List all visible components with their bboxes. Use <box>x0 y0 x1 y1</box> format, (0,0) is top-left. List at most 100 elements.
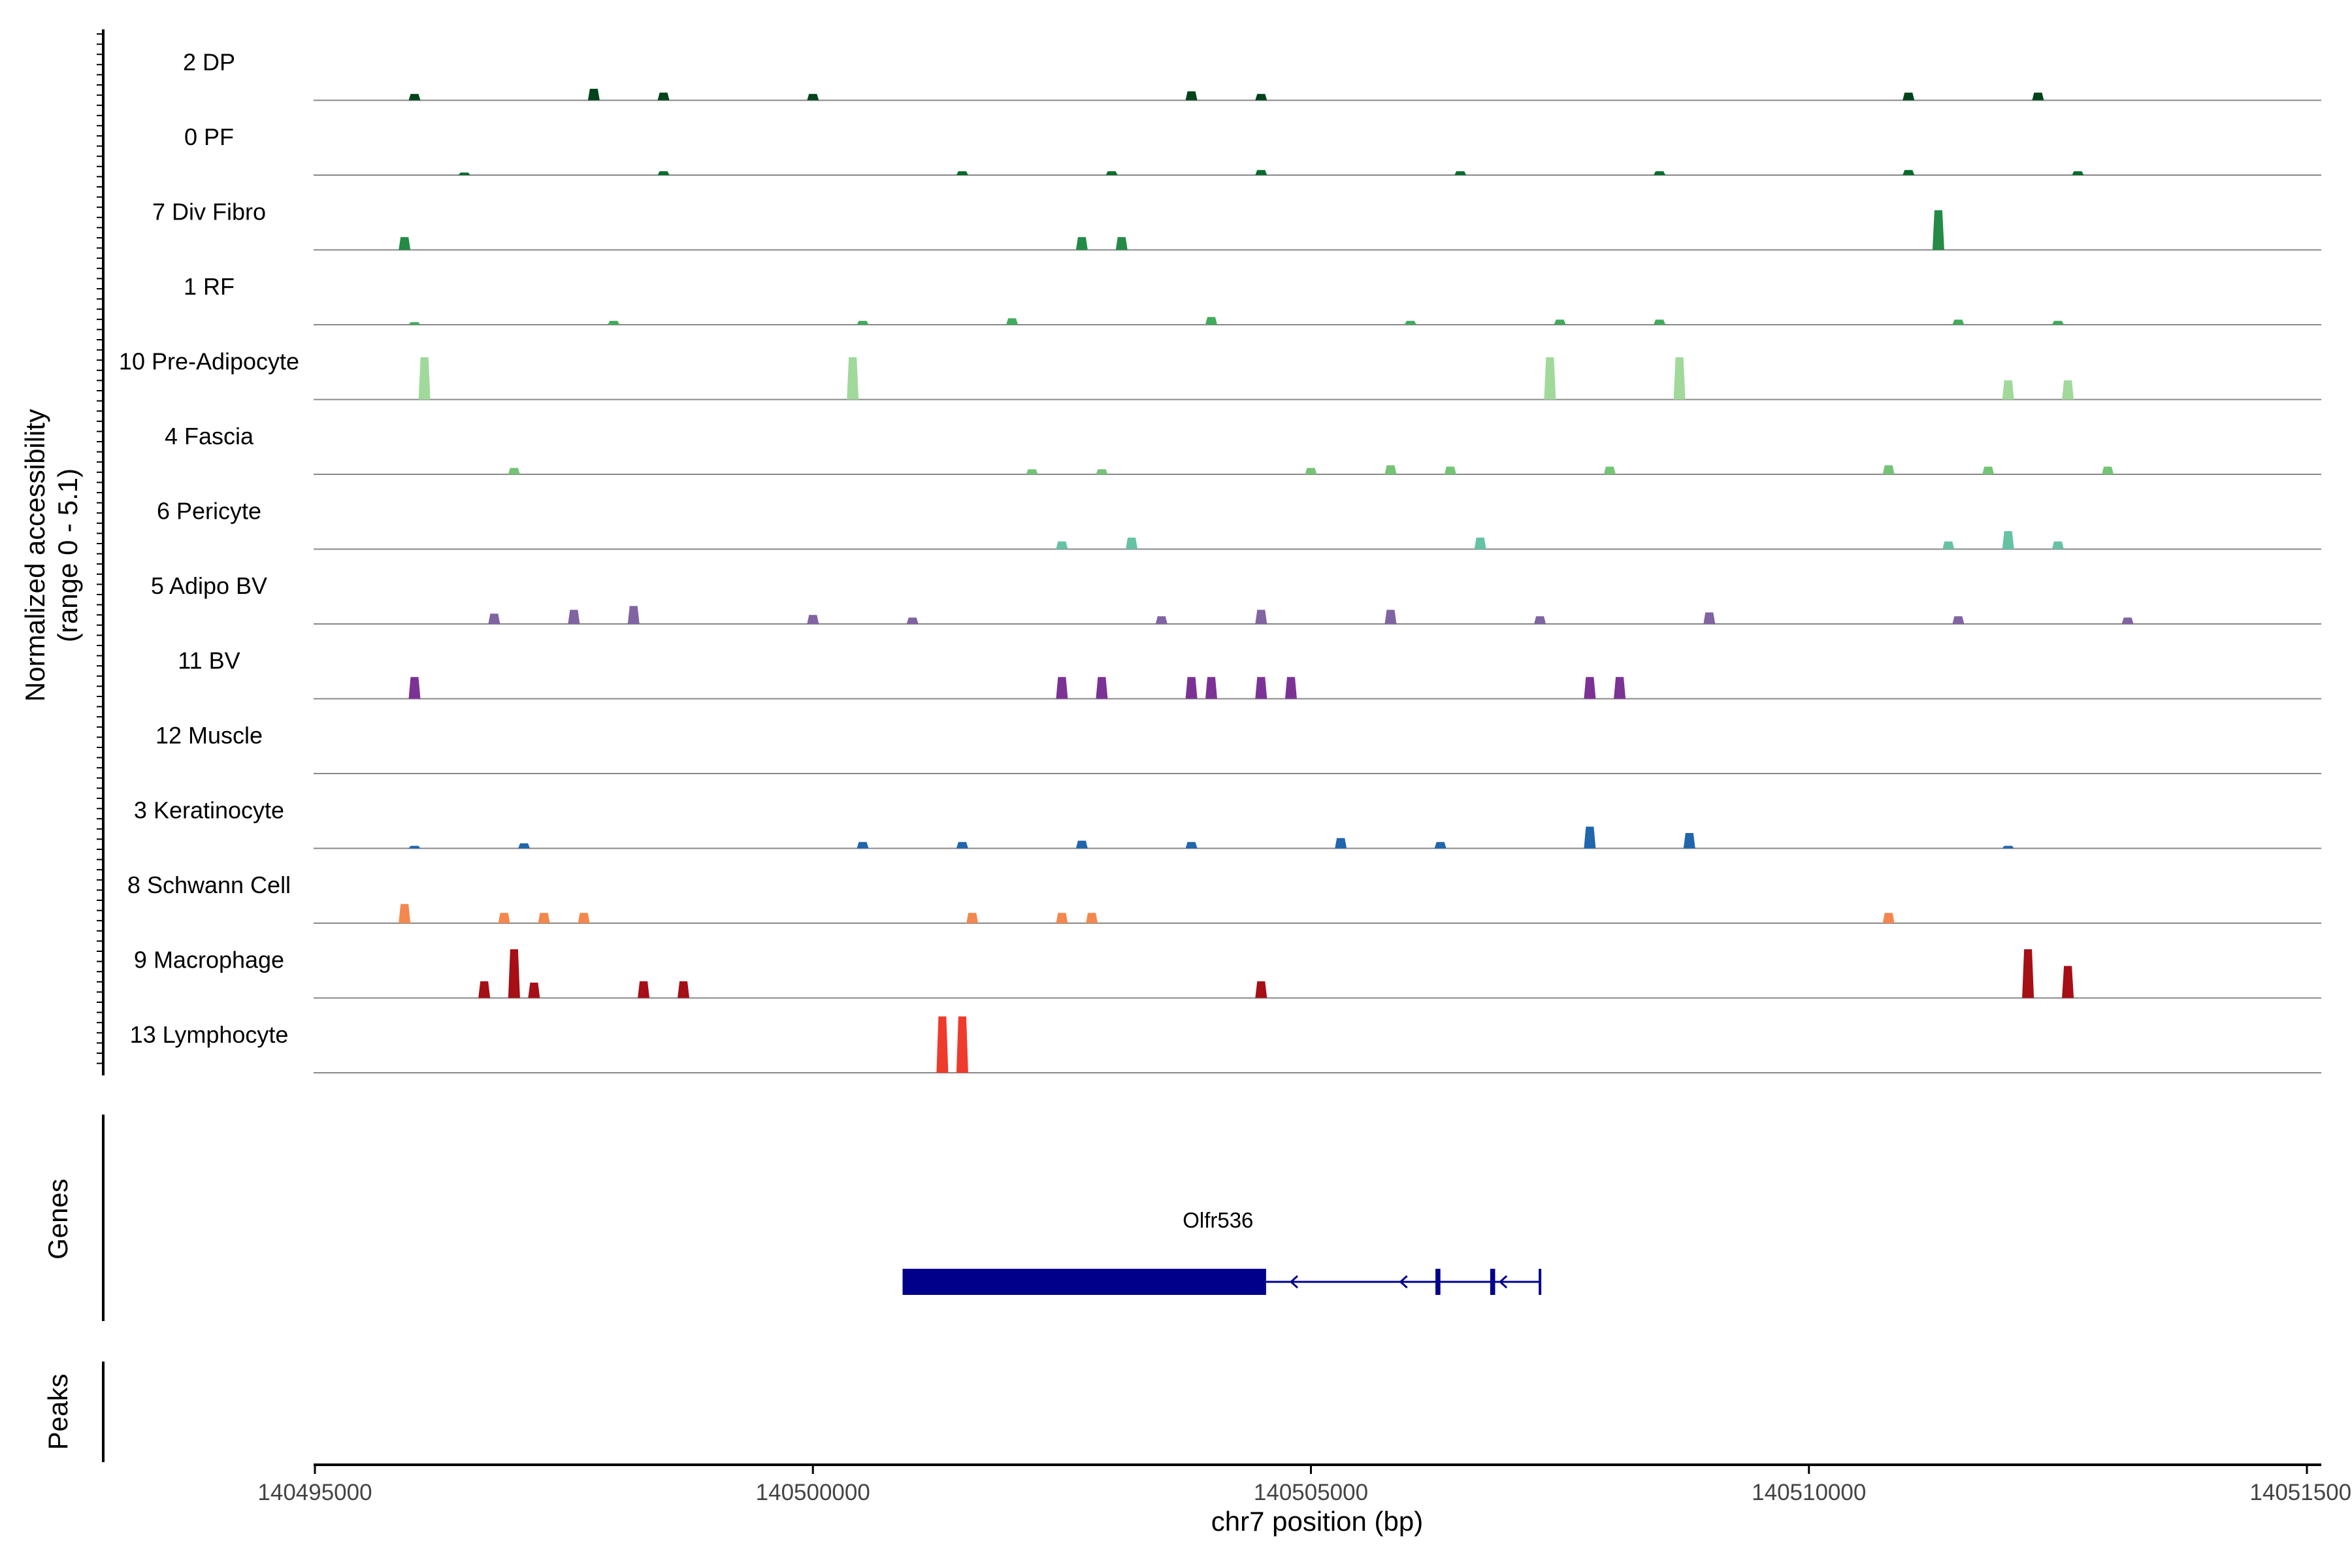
peak-mark <box>1942 541 1955 549</box>
peak-mark <box>1105 171 1118 175</box>
peak-mark <box>1255 170 1267 175</box>
peak-mark <box>1903 92 1915 101</box>
peak-mark <box>1075 237 1088 250</box>
x-tick-label: 140505000 <box>1254 1480 1368 1505</box>
peak-mark <box>906 617 919 624</box>
track-12-muscle: 12 Muscle <box>155 722 2321 774</box>
peak-mark <box>1185 677 1198 699</box>
gene-exon <box>1490 1269 1495 1295</box>
peak-mark <box>966 913 979 923</box>
peak-mark <box>1096 469 1108 474</box>
peak-mark <box>657 92 670 101</box>
peak-mark <box>1384 610 1397 624</box>
peaks-track-label: Peaks <box>42 1374 73 1450</box>
track-8-schwann-cell: 8 Schwann Cell <box>127 872 2321 924</box>
peak-mark <box>1683 833 1695 849</box>
x-tick-label: 140510000 <box>1752 1480 1866 1505</box>
peak-mark <box>488 613 500 624</box>
track-9-macrophage: 9 Macrophage <box>134 947 2321 999</box>
peak-mark <box>638 981 650 998</box>
peak-mark <box>956 171 968 175</box>
peak-mark <box>1703 612 1716 624</box>
gene-model <box>902 1269 1542 1295</box>
peak-mark <box>399 237 411 250</box>
peak-mark <box>1603 466 1616 474</box>
peak-mark <box>1056 541 1068 549</box>
peak-mark <box>538 913 550 923</box>
peak-mark <box>1404 321 1416 325</box>
peak-mark <box>1056 677 1068 699</box>
peak-mark <box>956 841 968 849</box>
strand-arrow <box>1498 1275 1508 1289</box>
track-label: 4 Fascia <box>165 423 254 449</box>
peak-mark <box>2102 466 2114 474</box>
y-axis-title-line-2: (range 0 - 5.1) <box>52 468 83 642</box>
peak-mark <box>1882 465 1895 474</box>
peak-mark <box>568 610 580 624</box>
peak-mark <box>678 981 690 998</box>
peak-mark <box>1006 318 1019 325</box>
peak-mark <box>1474 537 1486 549</box>
peak-mark <box>458 172 470 175</box>
peak-mark <box>1126 537 1138 549</box>
peak-mark <box>498 913 510 923</box>
track-13-lymphocyte: 13 Lymphocyte <box>130 1016 2321 1073</box>
peak-mark <box>1026 469 1038 474</box>
peak-mark <box>2121 617 2134 624</box>
peak-mark <box>857 841 869 849</box>
peak-mark <box>2062 380 2074 400</box>
peak-mark <box>936 1016 949 1073</box>
peak-mark <box>1335 838 1347 849</box>
x-axis: 140495000 140500000 140505000 140510000 1405… <box>257 1463 2352 1505</box>
peak-mark <box>1205 677 1217 699</box>
peak-mark <box>508 468 520 474</box>
peak-mark <box>1554 319 1566 325</box>
peak-mark <box>1982 466 1995 474</box>
accessibility-y-axis <box>97 29 105 1075</box>
peak-mark <box>1654 319 1666 325</box>
track-label: 10 Pre-Adipocyte <box>119 348 299 375</box>
peak-mark <box>1454 171 1467 175</box>
track-label: 1 RF <box>184 273 235 300</box>
peak-mark <box>1185 91 1198 101</box>
peak-mark <box>1096 677 1108 699</box>
peak-mark <box>1115 237 1128 250</box>
peak-mark <box>1255 93 1267 101</box>
track-label: 0 PF <box>184 123 234 150</box>
track-3-keratinocyte: 3 Keratinocyte <box>134 797 2321 849</box>
track-7-div-fibro: 7 Div Fibro <box>152 199 2321 251</box>
peak-mark <box>1255 981 1267 998</box>
peak-mark <box>2002 531 2014 549</box>
x-axis-title: chr7 position (bp) <box>1211 1506 1424 1537</box>
track-label: 12 Muscle <box>155 722 263 749</box>
peak-mark <box>508 949 520 998</box>
peak-mark <box>1932 210 1944 250</box>
track-10-pre-adipocyte: 10 Pre-Adipocyte <box>119 348 2321 400</box>
strand-arrow <box>1289 1275 1299 1289</box>
peak-mark <box>1384 465 1397 474</box>
track-label: 11 BV <box>178 647 240 674</box>
peak-mark <box>807 93 819 101</box>
peak-mark <box>518 843 531 849</box>
peak-mark <box>1952 616 1965 624</box>
peak-mark <box>608 321 620 325</box>
peak-mark <box>2022 949 2034 998</box>
peak-mark <box>418 357 431 400</box>
track-5-adipo-bv: 5 Adipo BV <box>151 572 2321 625</box>
peak-mark <box>1434 841 1446 849</box>
peak-mark <box>627 606 640 624</box>
genes-panel: Genes Olfr536 <box>42 1115 1542 1321</box>
peak-mark <box>1654 171 1666 175</box>
track-label: 5 Adipo BV <box>151 572 267 599</box>
gene-exon <box>1435 1269 1441 1295</box>
track-label: 7 Div Fibro <box>152 199 266 225</box>
track-0-pf: 0 PF <box>184 123 2321 176</box>
track-label: 8 Schwann Cell <box>127 872 291 898</box>
x-tick-label: 140495000 <box>257 1480 372 1505</box>
peak-mark <box>2062 966 2074 998</box>
track-1-rf: 1 RF <box>184 273 2321 325</box>
gene-exon <box>902 1269 1266 1295</box>
peak-mark <box>1185 841 1198 849</box>
track-4-fascia: 4 Fascia <box>165 423 2321 475</box>
